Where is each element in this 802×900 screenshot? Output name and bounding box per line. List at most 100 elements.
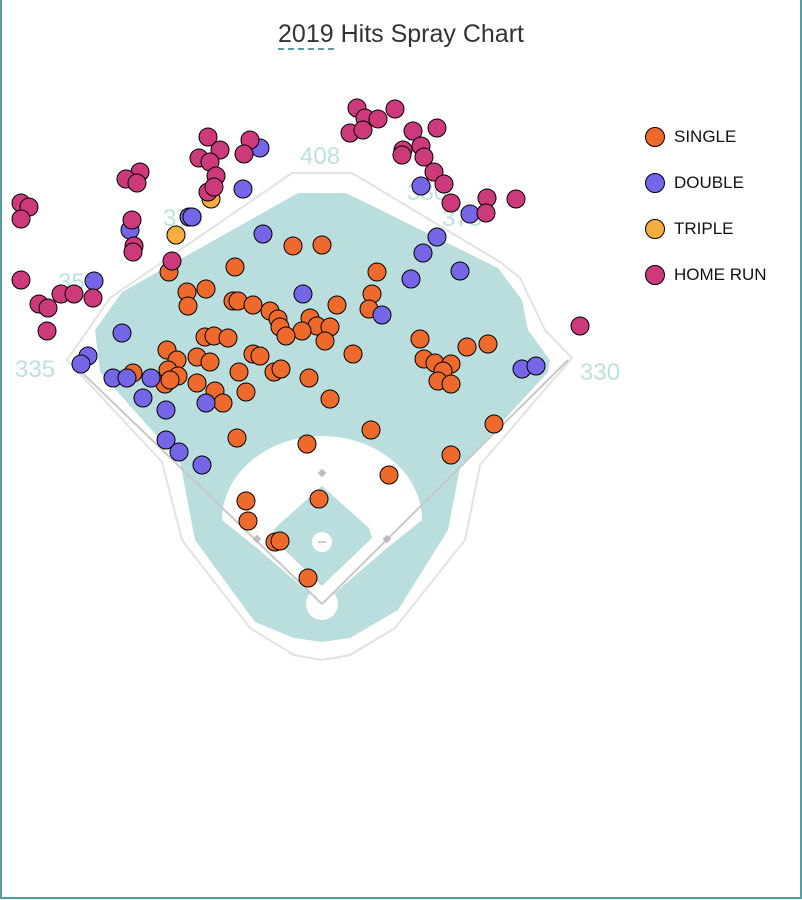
- hit-point-double[interactable]: [133, 388, 153, 408]
- hit-point-double[interactable]: [182, 207, 202, 227]
- hit-point-double[interactable]: [117, 368, 137, 388]
- hit-point-double[interactable]: [427, 227, 447, 247]
- legend-item-double[interactable]: DOUBLE: [645, 160, 767, 206]
- hit-point-single[interactable]: [236, 491, 256, 511]
- hit-point-home-run[interactable]: [198, 127, 218, 147]
- hit-point-home-run[interactable]: [353, 120, 373, 140]
- hit-point-double[interactable]: [156, 430, 176, 450]
- hit-point-single[interactable]: [270, 531, 290, 551]
- hit-point-double[interactable]: [196, 393, 216, 413]
- hit-point-home-run[interactable]: [83, 288, 103, 308]
- hit-point-home-run[interactable]: [570, 316, 590, 336]
- hit-point-double[interactable]: [233, 179, 253, 199]
- hit-point-single[interactable]: [484, 414, 504, 434]
- title-text: Hits Spray Chart: [333, 20, 524, 48]
- hit-point-double[interactable]: [460, 204, 480, 224]
- ballpark: 335 350 370 408 380 375 330: [15, 143, 620, 662]
- right-foul-line: [321, 359, 569, 605]
- hit-point-single[interactable]: [441, 374, 461, 394]
- hit-point-home-run[interactable]: [368, 109, 388, 129]
- hit-point-single[interactable]: [236, 382, 256, 402]
- hit-point-single[interactable]: [292, 321, 312, 341]
- hit-point-double[interactable]: [450, 261, 470, 281]
- legend-item-single[interactable]: SINGLE: [645, 114, 767, 160]
- hit-point-single[interactable]: [243, 295, 263, 315]
- hit-point-single[interactable]: [327, 295, 347, 315]
- hit-point-home-run[interactable]: [385, 99, 405, 119]
- hit-point-home-run[interactable]: [127, 173, 147, 193]
- hit-point-single[interactable]: [227, 428, 247, 448]
- hit-point-single[interactable]: [343, 344, 363, 364]
- hit-point-home-run[interactable]: [123, 242, 143, 262]
- hit-point-double[interactable]: [413, 243, 433, 263]
- hit-point-single[interactable]: [271, 359, 291, 379]
- hit-point-double[interactable]: [169, 442, 189, 462]
- hit-point-single[interactable]: [478, 334, 498, 354]
- hit-point-single[interactable]: [298, 568, 318, 588]
- hit-point-home-run[interactable]: [162, 251, 182, 271]
- hit-point-home-run[interactable]: [38, 298, 58, 318]
- hit-point-single[interactable]: [410, 329, 430, 349]
- hit-point-double[interactable]: [112, 323, 132, 343]
- hit-point-home-run[interactable]: [64, 284, 84, 304]
- hit-point-double[interactable]: [141, 368, 161, 388]
- hit-point-home-run[interactable]: [234, 144, 254, 164]
- first-base: [382, 534, 392, 544]
- hit-point-single[interactable]: [315, 331, 335, 351]
- hit-point-double[interactable]: [71, 354, 91, 374]
- hit-point-home-run[interactable]: [37, 321, 57, 341]
- hit-point-single[interactable]: [361, 420, 381, 440]
- hit-point-single[interactable]: [187, 373, 207, 393]
- hit-point-double[interactable]: [84, 271, 104, 291]
- hit-point-single[interactable]: [283, 236, 303, 256]
- hit-point-double[interactable]: [293, 284, 313, 304]
- hit-point-double[interactable]: [253, 224, 273, 244]
- title-year-link[interactable]: 2019: [278, 20, 334, 50]
- hit-point-home-run[interactable]: [476, 203, 496, 223]
- hit-point-single[interactable]: [367, 262, 387, 282]
- hit-point-single[interactable]: [297, 434, 317, 454]
- hit-point-triple[interactable]: [166, 225, 186, 245]
- hit-point-single[interactable]: [379, 465, 399, 485]
- hit-point-single[interactable]: [238, 511, 258, 531]
- hit-point-double[interactable]: [372, 305, 392, 325]
- hit-point-single[interactable]: [250, 346, 270, 366]
- hit-point-double[interactable]: [192, 455, 212, 475]
- hit-point-home-run[interactable]: [414, 147, 434, 167]
- hit-point-home-run[interactable]: [506, 189, 526, 209]
- legend-label: TRIPLE: [674, 219, 734, 238]
- hit-point-single[interactable]: [200, 352, 220, 372]
- second-base: [317, 468, 327, 478]
- legend-item-triple[interactable]: TRIPLE: [645, 206, 767, 252]
- hit-point-double[interactable]: [526, 356, 546, 376]
- hit-point-home-run[interactable]: [403, 121, 423, 141]
- hit-point-home-run[interactable]: [11, 270, 31, 290]
- hit-point-single[interactable]: [178, 296, 198, 316]
- hit-point-double[interactable]: [156, 400, 176, 420]
- hit-point-home-run[interactable]: [122, 210, 142, 230]
- hit-point-single[interactable]: [299, 368, 319, 388]
- hit-point-single[interactable]: [196, 279, 216, 299]
- hit-point-home-run[interactable]: [427, 118, 447, 138]
- hit-point-single[interactable]: [160, 370, 180, 390]
- hit-point-single[interactable]: [457, 337, 477, 357]
- hit-point-single[interactable]: [441, 445, 461, 465]
- hit-point-single[interactable]: [276, 326, 296, 346]
- hit-point-single[interactable]: [312, 235, 332, 255]
- distance-center: 408: [300, 143, 340, 170]
- hit-point-single[interactable]: [320, 389, 340, 409]
- hit-point-home-run[interactable]: [204, 177, 224, 197]
- hit-point-home-run[interactable]: [392, 145, 412, 165]
- hit-point-home-run[interactable]: [11, 209, 31, 229]
- legend-item-home-run[interactable]: HOME RUN: [645, 252, 767, 298]
- hit-point-home-run[interactable]: [441, 193, 461, 213]
- hit-point-double[interactable]: [411, 176, 431, 196]
- hit-point-single[interactable]: [218, 328, 238, 348]
- hit-point-single[interactable]: [309, 489, 329, 509]
- left-foul-line: [71, 362, 323, 605]
- hit-point-double[interactable]: [401, 269, 421, 289]
- hit-point-single[interactable]: [225, 257, 245, 277]
- hit-point-single[interactable]: [213, 393, 233, 413]
- hit-point-single[interactable]: [229, 362, 249, 382]
- hit-point-home-run[interactable]: [434, 174, 454, 194]
